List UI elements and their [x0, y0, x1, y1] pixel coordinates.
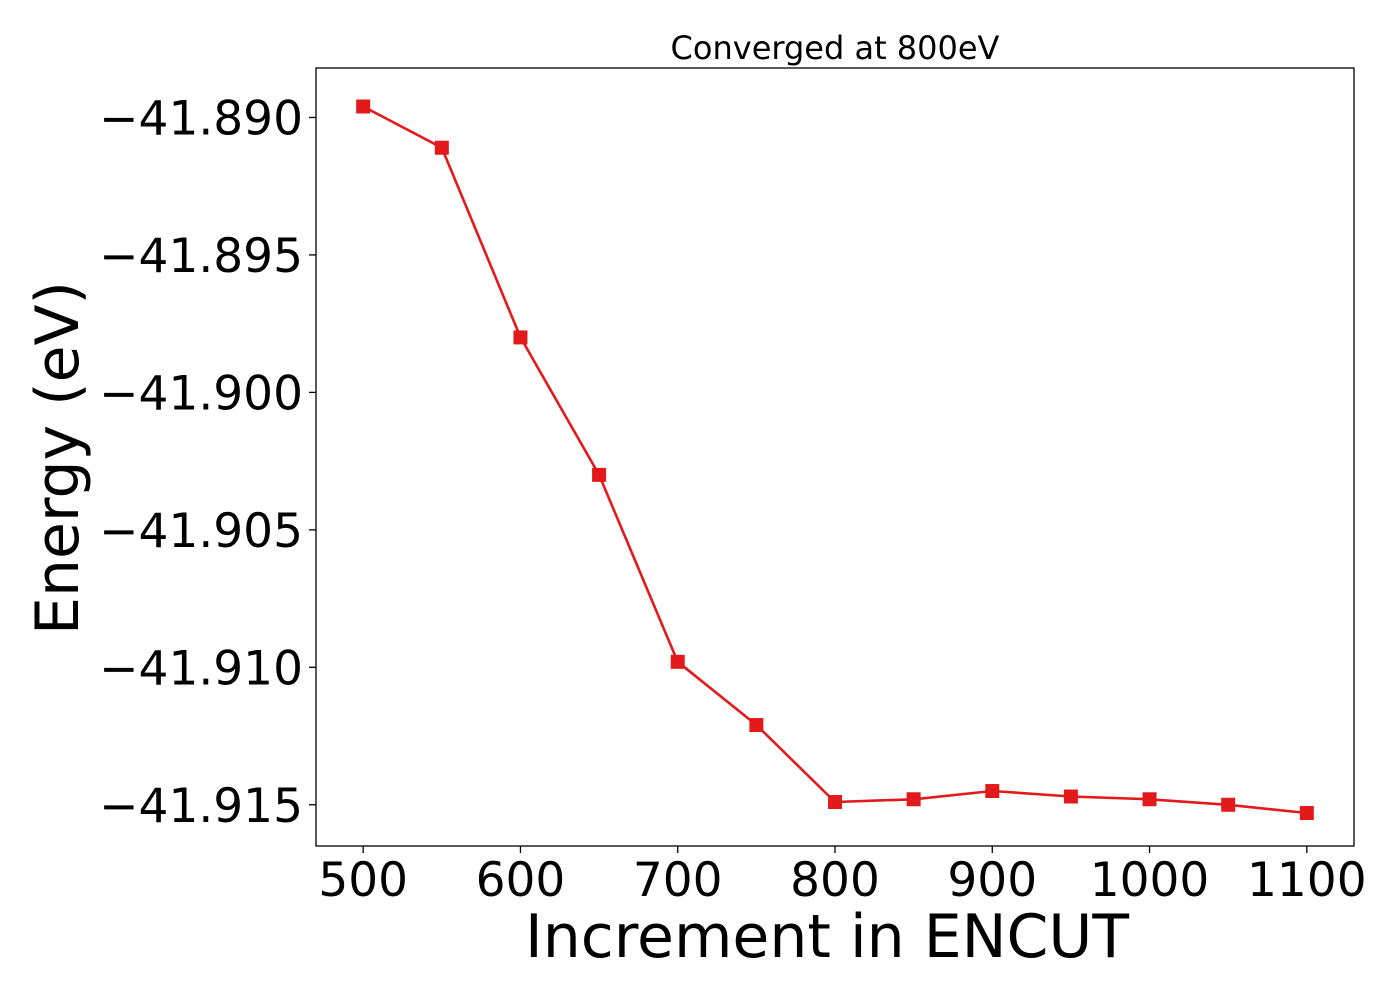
x-tick-label: 1100 [1247, 853, 1367, 908]
data-point [985, 784, 1000, 799]
data-point [1299, 806, 1314, 821]
x-tick-label: 700 [633, 853, 723, 908]
data-point [1142, 792, 1157, 807]
x-tick-label: 500 [318, 853, 408, 908]
x-axis-label: Increment in ENCUT [525, 902, 1129, 972]
data-point [670, 654, 685, 669]
y-tick-label: −41.915 [99, 779, 303, 834]
x-tick-label: 600 [476, 853, 566, 908]
data-point [434, 140, 449, 155]
y-tick-label: −41.910 [99, 641, 303, 696]
y-tick-label: −41.890 [99, 91, 303, 146]
x-tick-label: 900 [947, 853, 1037, 908]
data-point [1221, 797, 1236, 812]
data-point [356, 99, 371, 114]
y-tick-label: −41.900 [99, 366, 303, 421]
y-axis-label: Energy (eV) [23, 281, 93, 635]
data-point [749, 718, 764, 733]
x-tick-label: 1000 [1090, 853, 1210, 908]
y-tick-label: −41.905 [99, 504, 303, 559]
data-point [592, 467, 607, 482]
data-point [906, 792, 921, 807]
plot-area [356, 99, 1314, 821]
x-axis: 500 600 700 800 900 1000 1100 [318, 846, 1367, 908]
x-tick-label: 800 [790, 853, 880, 908]
chart-title: Converged at 800eV [671, 29, 1000, 67]
data-point [513, 330, 528, 345]
data-point [1063, 789, 1078, 804]
data-point [828, 795, 842, 810]
y-axis: −41.890 −41.895 −41.900 −41.905 −41.910 −41.9… [99, 91, 316, 834]
y-tick-label: −41.895 [99, 229, 303, 284]
